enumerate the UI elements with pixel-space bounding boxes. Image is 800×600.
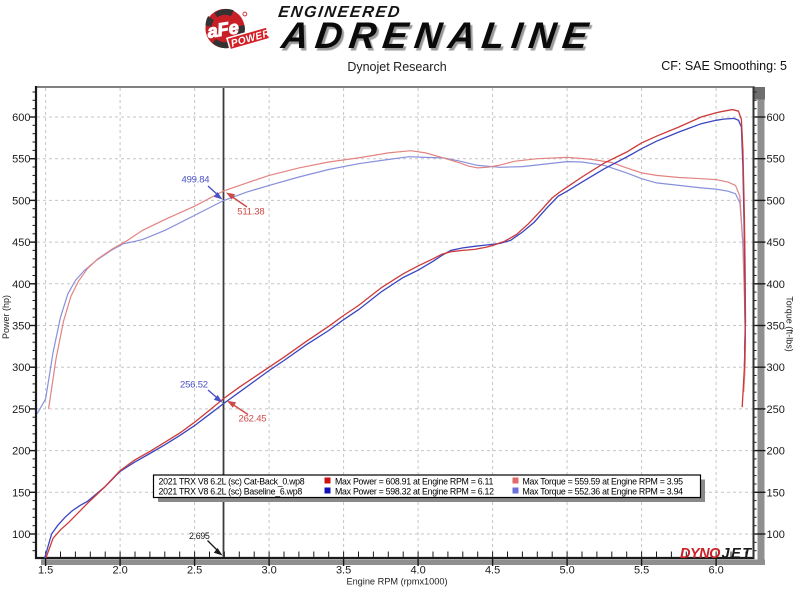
svg-text:100: 100 — [767, 529, 785, 541]
svg-text:450: 450 — [12, 237, 30, 249]
svg-text:600: 600 — [767, 112, 785, 124]
svg-text:400: 400 — [12, 279, 30, 291]
svg-text:Torque (ft-lbs): Torque (ft-lbs) — [785, 296, 795, 352]
svg-text:5.5: 5.5 — [634, 565, 649, 577]
svg-text:4.5: 4.5 — [485, 565, 500, 577]
svg-text:550: 550 — [767, 154, 785, 166]
svg-text:JET: JET — [722, 546, 753, 562]
svg-text:400: 400 — [767, 279, 785, 291]
svg-text:Max Power = 598.32 at Engine R: Max Power = 598.32 at Engine RPM = 6.12 — [335, 487, 494, 497]
svg-text:500: 500 — [12, 195, 30, 207]
svg-text:2.695: 2.695 — [189, 531, 210, 541]
svg-text:300: 300 — [12, 362, 30, 374]
svg-text:Max Power = 608.91 at Engine R: Max Power = 608.91 at Engine RPM = 6.11 — [335, 477, 493, 487]
svg-text:Power (hp): Power (hp) — [1, 295, 11, 339]
svg-text:550: 550 — [12, 154, 30, 166]
svg-text:500: 500 — [767, 195, 785, 207]
svg-text:Max Torque = 559.59 at Engine: Max Torque = 559.59 at Engine RPM = 3.95 — [523, 477, 684, 487]
svg-text:2021 TRX V8 6.2L (sc) Cat-Back: 2021 TRX V8 6.2L (sc) Cat-Back_0.wp8 — [159, 477, 305, 487]
svg-text:350: 350 — [767, 321, 785, 333]
svg-text:5.0: 5.0 — [559, 565, 574, 577]
svg-text:3.5: 3.5 — [336, 565, 351, 577]
svg-text:2.5: 2.5 — [187, 565, 202, 577]
svg-text:DYNO: DYNO — [680, 546, 721, 562]
svg-text:250: 250 — [767, 404, 785, 416]
svg-text:200: 200 — [767, 446, 785, 458]
svg-text:150: 150 — [12, 487, 30, 499]
svg-text:Engine RPM (rpmx1000): Engine RPM (rpmx1000) — [346, 577, 447, 587]
svg-text:300: 300 — [767, 362, 785, 374]
svg-text:2.0: 2.0 — [112, 565, 127, 577]
svg-text:2021 TRX V8 6.2L (sc) Baseline: 2021 TRX V8 6.2L (sc) Baseline_6.wp8 — [159, 487, 303, 497]
svg-text:200: 200 — [12, 446, 30, 458]
svg-text:6.0: 6.0 — [708, 565, 723, 577]
svg-text:499.84: 499.84 — [182, 174, 210, 185]
svg-text:150: 150 — [767, 487, 785, 499]
svg-text:1.5: 1.5 — [38, 565, 53, 577]
svg-text:256.52: 256.52 — [180, 380, 208, 391]
svg-text:100: 100 — [12, 529, 30, 541]
svg-text:600: 600 — [12, 112, 30, 124]
svg-text:511.38: 511.38 — [237, 207, 264, 218]
svg-text:350: 350 — [12, 321, 30, 333]
svg-text:250: 250 — [12, 404, 30, 416]
svg-text:450: 450 — [767, 237, 785, 249]
svg-text:3.0: 3.0 — [261, 565, 276, 577]
svg-text:262.45: 262.45 — [239, 414, 267, 425]
svg-text:Max Torque = 552.36 at Engine: Max Torque = 552.36 at Engine RPM = 3.94 — [523, 487, 684, 497]
svg-text:4.0: 4.0 — [410, 565, 425, 577]
